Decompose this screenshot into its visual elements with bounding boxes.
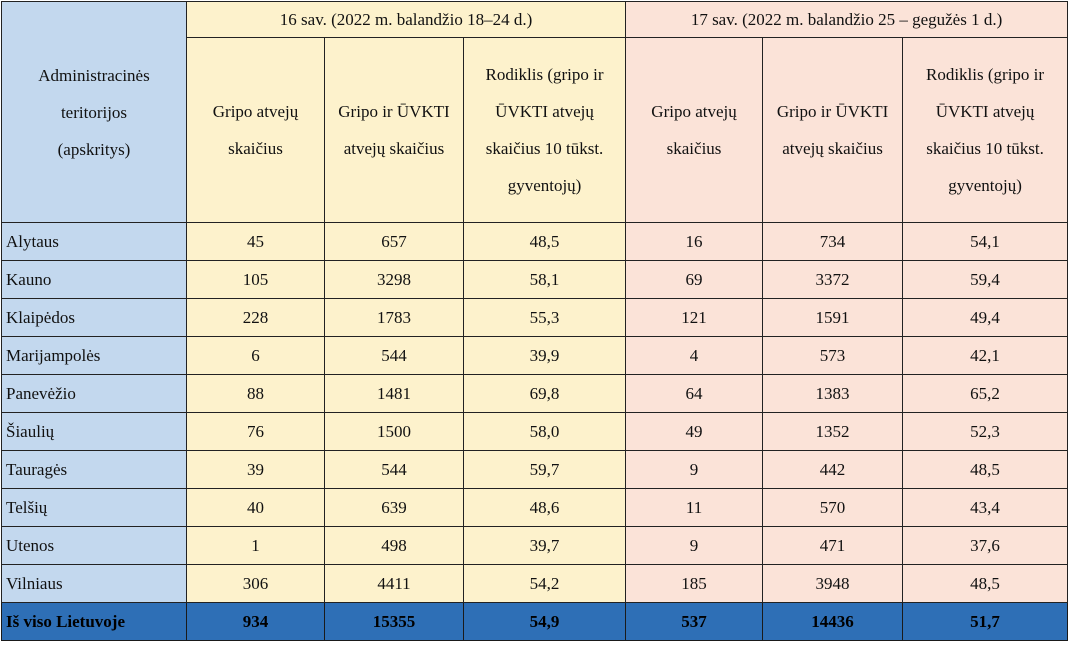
total-week17-flu-cases: 537: [625, 602, 764, 641]
week17-rate: 43,4: [902, 488, 1069, 527]
week16-flu-ari-cases: 544: [324, 450, 464, 489]
week16-rate: 58,0: [462, 412, 627, 451]
table-row: Tauragės 39 544 59,7 9 442 48,5: [1, 450, 1069, 489]
week17-rate: 54,1: [902, 222, 1069, 261]
week16-flu-cases: 306: [186, 564, 325, 603]
week17-rate: 42,1: [902, 336, 1069, 375]
week16-flu-ari-cases: 544: [324, 336, 464, 375]
week16-flu-ari-cases: 639: [324, 488, 464, 527]
week17-flu-ari-cases: 1383: [762, 374, 904, 413]
table-row: Marijampolės 6 544 39,9 4 573 42,1: [1, 336, 1069, 375]
week17-header: 17 sav. (2022 m. balandžio 25 – gegužės …: [625, 1, 1069, 38]
week17-rate-header: Rodiklis (gripo ir ŪVKTI atvejų skaičius…: [902, 37, 1069, 223]
week16-flu-cases: 76: [186, 412, 325, 451]
week17-flu-ari-cases: 442: [762, 450, 904, 489]
week17-flu-cases: 185: [625, 564, 764, 603]
week17-flu-ari-cases: 471: [762, 526, 904, 565]
week17-rate: 65,2: [902, 374, 1069, 413]
region-name: Šiaulių: [1, 412, 187, 451]
week17-flu-cases: 11: [625, 488, 764, 527]
week16-flu-ari-cases: 657: [324, 222, 464, 261]
week17-flu-cases: 4: [625, 336, 764, 375]
week17-flu-cases: 49: [625, 412, 764, 451]
week16-flu-cases: 228: [186, 298, 325, 337]
week17-flu-ari-cases: 734: [762, 222, 904, 261]
table-row: Klaipėdos 228 1783 55,3 121 1591 49,4: [1, 298, 1069, 337]
week16-flu-cases: 40: [186, 488, 325, 527]
week17-rate: 48,5: [902, 450, 1069, 489]
week17-flu-ari-cases: 570: [762, 488, 904, 527]
week16-flu-ari-cases-header: Gripo ir ŪVKTI atvejų skaičius: [324, 37, 464, 223]
week16-flu-cases: 45: [186, 222, 325, 261]
week17-rate: 59,4: [902, 260, 1069, 299]
week16-rate: 69,8: [462, 374, 627, 413]
total-week17-rate: 51,7: [902, 602, 1069, 641]
table-row: Utenos 1 498 39,7 9 471 37,6: [1, 526, 1069, 565]
week16-rate: 54,2: [462, 564, 627, 603]
week16-flu-ari-cases: 498: [324, 526, 464, 565]
table-row: Alytaus 45 657 48,5 16 734 54,1: [1, 222, 1069, 261]
week16-flu-ari-cases: 1783: [324, 298, 464, 337]
week17-flu-cases: 9: [625, 450, 764, 489]
region-name: Panevėžio: [1, 374, 187, 413]
week17-flu-ari-cases: 3372: [762, 260, 904, 299]
week16-flu-cases: 6: [186, 336, 325, 375]
week17-rate: 37,6: [902, 526, 1069, 565]
week16-flu-cases: 1: [186, 526, 325, 565]
total-label: Iš viso Lietuvoje: [1, 602, 187, 641]
region-name: Telšių: [1, 488, 187, 527]
region-name: Vilniaus: [1, 564, 187, 603]
total-week16-rate: 54,9: [462, 602, 627, 641]
total-week16-flu-cases: 934: [186, 602, 325, 641]
week16-flu-ari-cases: 1481: [324, 374, 464, 413]
week17-flu-cases-header: Gripo atvejų skaičius: [625, 37, 764, 223]
week17-flu-cases: 64: [625, 374, 764, 413]
week16-flu-cases: 88: [186, 374, 325, 413]
table-row: Kauno 105 3298 58,1 69 3372 59,4: [1, 260, 1069, 299]
week16-flu-ari-cases: 3298: [324, 260, 464, 299]
week16-rate: 59,7: [462, 450, 627, 489]
week17-rate: 49,4: [902, 298, 1069, 337]
week17-flu-ari-cases: 1591: [762, 298, 904, 337]
week17-rate: 52,3: [902, 412, 1069, 451]
region-name: Kauno: [1, 260, 187, 299]
region-column-header: Administracinės teritorijos (apskritys): [1, 1, 187, 223]
table-row: Telšių 40 639 48,6 11 570 43,4: [1, 488, 1069, 527]
week16-flu-cases-header: Gripo atvejų skaičius: [186, 37, 325, 223]
week16-rate: 39,9: [462, 336, 627, 375]
total-week16-flu-ari-cases: 15355: [324, 602, 464, 641]
total-row: Iš viso Lietuvoje 934 15355 54,9 537 144…: [1, 602, 1069, 641]
week16-rate-header: Rodiklis (gripo ir ŪVKTI atvejų skaičius…: [462, 37, 627, 223]
week17-rate: 48,5: [902, 564, 1069, 603]
total-week17-flu-ari-cases: 14436: [762, 602, 904, 641]
region-name: Utenos: [1, 526, 187, 565]
week16-flu-ari-cases: 4411: [324, 564, 464, 603]
week16-rate: 55,3: [462, 298, 627, 337]
week16-flu-cases: 39: [186, 450, 325, 489]
region-name: Tauragės: [1, 450, 187, 489]
week17-flu-ari-cases: 573: [762, 336, 904, 375]
region-name: Marijampolės: [1, 336, 187, 375]
week16-flu-cases: 105: [186, 260, 325, 299]
week17-flu-cases: 9: [625, 526, 764, 565]
region-name: Klaipėdos: [1, 298, 187, 337]
week17-flu-cases: 16: [625, 222, 764, 261]
week17-flu-ari-cases-header: Gripo ir ŪVKTI atvejų skaičius: [762, 37, 904, 223]
table-row: Šiaulių 76 1500 58,0 49 1352 52,3: [1, 412, 1069, 451]
table-row: Vilniaus 306 4411 54,2 185 3948 48,5: [1, 564, 1069, 603]
week17-flu-ari-cases: 1352: [762, 412, 904, 451]
week16-rate: 58,1: [462, 260, 627, 299]
week17-flu-cases: 121: [625, 298, 764, 337]
week16-header: 16 sav. (2022 m. balandžio 18–24 d.): [185, 1, 627, 38]
region-name: Alytaus: [1, 222, 187, 261]
week17-flu-ari-cases: 3948: [762, 564, 904, 603]
week16-flu-ari-cases: 1500: [324, 412, 464, 451]
week16-rate: 48,6: [462, 488, 627, 527]
week17-flu-cases: 69: [625, 260, 764, 299]
week16-rate: 48,5: [462, 222, 627, 261]
table-row: Panevėžio 88 1481 69,8 64 1383 65,2: [1, 374, 1069, 413]
week16-rate: 39,7: [462, 526, 627, 565]
